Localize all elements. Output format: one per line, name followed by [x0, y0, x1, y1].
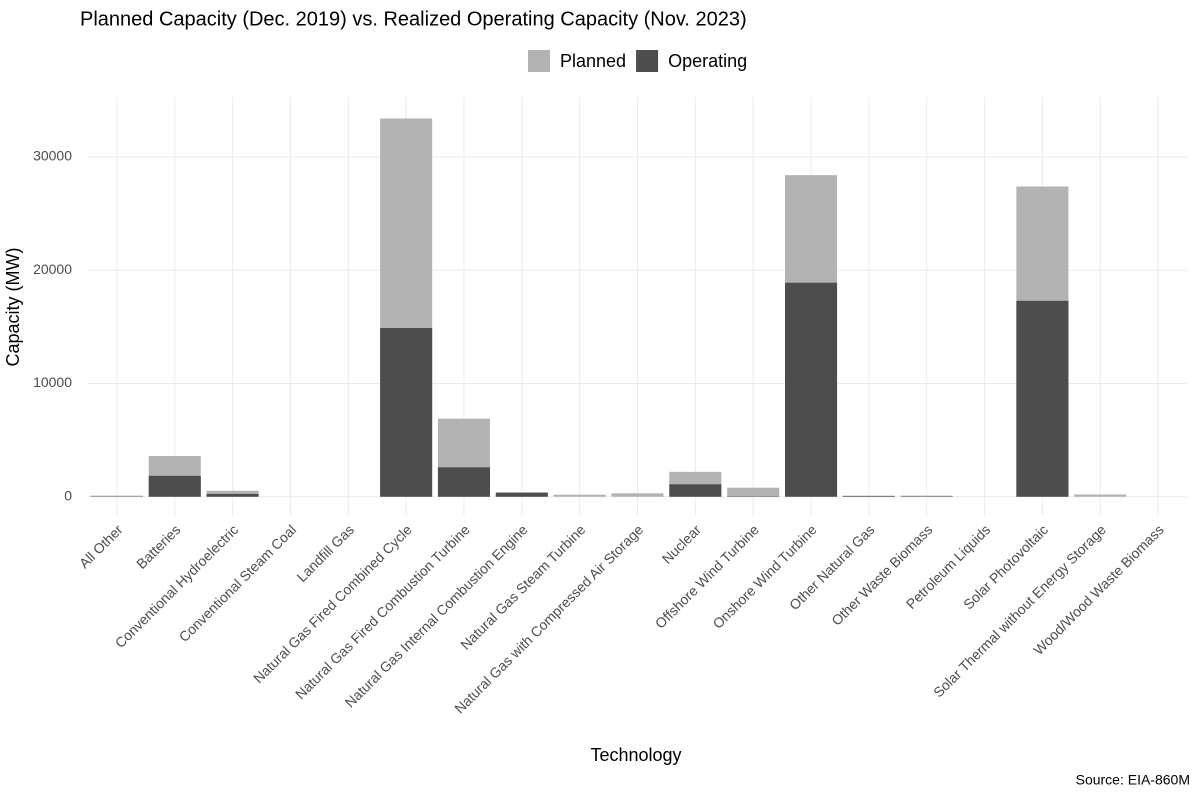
y-tick-label: 10000: [33, 374, 72, 390]
bar: [611, 493, 664, 497]
chart-title: Planned Capacity (Dec. 2019) vs. Realize…: [80, 8, 747, 30]
x-tick-label: Batteries: [133, 521, 183, 571]
x-tick-label: Landfill Gas: [293, 521, 357, 585]
legend-swatch: [636, 50, 659, 72]
legend-label: Planned: [560, 51, 626, 71]
bar: [437, 467, 491, 497]
legend-swatch: [528, 50, 550, 72]
source-note: Source: EIA-860M: [1076, 772, 1190, 788]
x-tick-label: Conventional Steam Coal: [176, 521, 300, 645]
x-tick-label: All Other: [76, 521, 126, 571]
bar: [727, 487, 780, 497]
bar: [784, 282, 838, 497]
x-axis-title: Technology: [590, 745, 681, 765]
legend-label: Operating: [668, 51, 747, 71]
x-tick-label: Onshore Wind Turbine: [709, 521, 820, 632]
bar: [1016, 300, 1069, 497]
bar: [206, 493, 259, 497]
bar: [206, 490, 259, 497]
y-tick-label: 0: [64, 487, 72, 503]
bar: [1074, 494, 1127, 497]
x-tick-label: Other Waste Biomass: [828, 521, 935, 628]
x-tick-label: Offshore Wind Turbine: [652, 521, 762, 631]
legend: Planned Operating: [528, 50, 747, 72]
bar: [669, 484, 722, 497]
y-tick-label: 20000: [33, 261, 72, 277]
x-tick-label: Nuclear: [659, 521, 705, 567]
bar: [380, 328, 433, 497]
bar: [148, 475, 201, 497]
bar: [90, 495, 143, 497]
bar: [900, 495, 953, 497]
bar: [842, 496, 895, 497]
bar: [495, 492, 548, 497]
bar: [553, 494, 606, 497]
y-axis-title: Capacity (MW): [3, 247, 23, 366]
y-tick-label: 30000: [33, 148, 72, 164]
